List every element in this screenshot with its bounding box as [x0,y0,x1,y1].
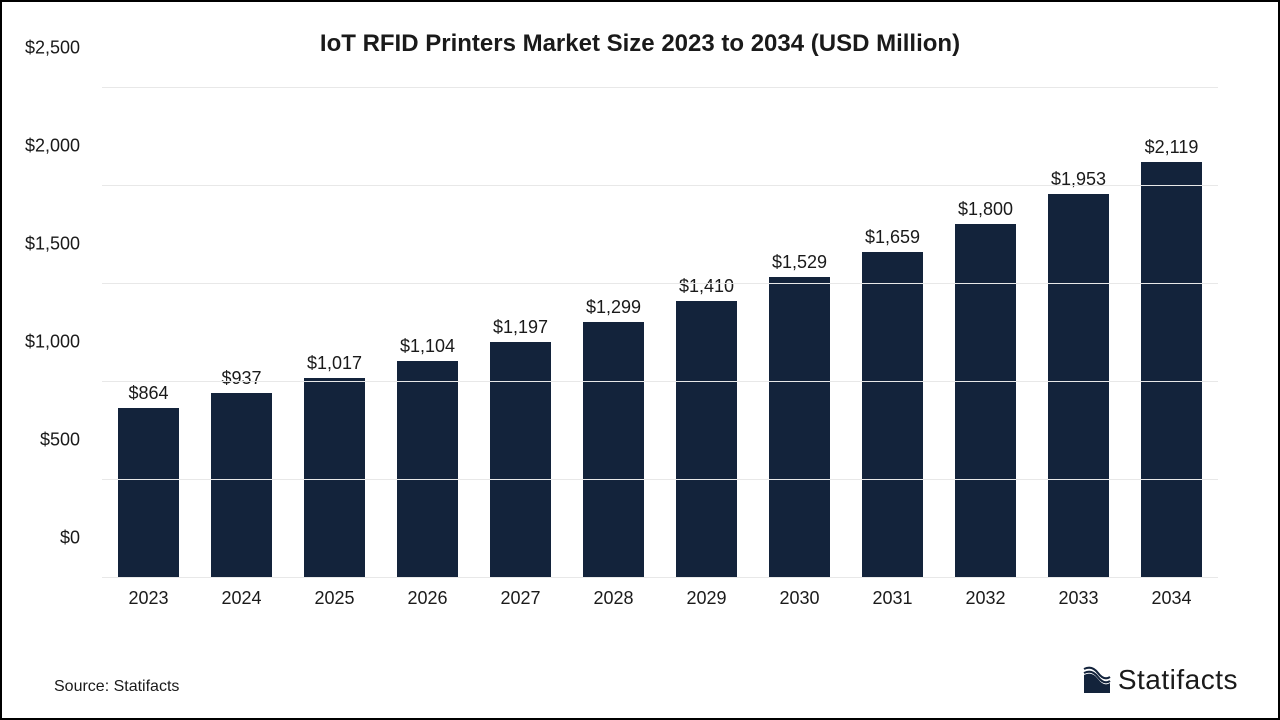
bar-value-label: $937 [221,368,261,389]
bar [118,408,179,577]
grid-line [102,577,1218,578]
bar-slot: $1,410 [660,88,753,577]
x-tick-label: 2033 [1032,578,1125,618]
chart-title: IoT RFID Printers Market Size 2023 to 20… [42,30,1238,58]
bar-slot: $1,953 [1032,88,1125,577]
grid-line [102,381,1218,382]
bar [583,322,644,577]
x-axis: 2023202420252026202720282029203020312032… [102,578,1218,618]
bar-value-label: $1,410 [679,276,734,297]
y-tick-label: $2,000 [25,136,80,157]
bar-value-label: $1,659 [865,227,920,248]
x-tick-label: 2030 [753,578,846,618]
bar-value-label: $1,104 [400,336,455,357]
y-tick-label: $1,000 [25,332,80,353]
bar [490,342,551,577]
bar-value-label: $864 [128,383,168,404]
y-tick-label: $500 [40,430,80,451]
bar-slot: $1,659 [846,88,939,577]
x-tick-label: 2032 [939,578,1032,618]
bar [769,277,830,577]
bar-value-label: $2,119 [1145,137,1199,158]
bar-slot: $864 [102,88,195,577]
bar-slot: $1,104 [381,88,474,577]
grid-line [102,283,1218,284]
bar [211,393,272,577]
bar [676,301,737,577]
bar-slot: $1,800 [939,88,1032,577]
y-tick-label: $0 [60,528,80,549]
bars-row: $864 $937 $1,017 $1,104 $1,197 $1,299 $1,410 $1… [102,88,1218,578]
bar-slot: $2,119 [1125,88,1218,577]
grid-line [102,87,1218,88]
x-tick-label: 2023 [102,578,195,618]
bar [862,252,923,577]
x-tick-label: 2026 [381,578,474,618]
bar [304,378,365,577]
x-tick-label: 2029 [660,578,753,618]
bar [1141,162,1202,577]
bar-value-label: $1,017 [307,353,362,374]
bar-value-label: $1,197 [493,317,548,338]
source-text: Source: Statifacts [54,678,179,696]
y-tick-label: $2,500 [25,38,80,59]
x-tick-label: 2034 [1125,578,1218,618]
x-tick-label: 2028 [567,578,660,618]
brand-logo: Statifacts [1082,664,1238,696]
bar-slot: $1,197 [474,88,567,577]
grid-line [102,479,1218,480]
bar-value-label: $1,953 [1051,169,1106,190]
bar-slot: $1,017 [288,88,381,577]
bar-value-label: $1,529 [772,252,827,273]
x-tick-label: 2024 [195,578,288,618]
bar [1048,194,1109,577]
chart-container: IoT RFID Printers Market Size 2023 to 20… [2,2,1278,718]
x-tick-label: 2031 [846,578,939,618]
bar-slot: $1,529 [753,88,846,577]
y-tick-label: $1,500 [25,234,80,255]
grid-line [102,185,1218,186]
brand-name: Statifacts [1118,664,1238,696]
bar-value-label: $1,299 [586,297,641,318]
bar-slot: $1,299 [567,88,660,577]
brand-mark-icon [1082,665,1112,695]
footer: Source: Statifacts Statifacts [54,664,1238,696]
plot-area: $0$500$1,000$1,500$2,000$2,500 $864$937$… [102,88,1218,618]
x-tick-label: 2025 [288,578,381,618]
bar-value-label: $1,800 [958,199,1013,220]
bar-slot: $937 [195,88,288,577]
bar [397,361,458,577]
x-tick-label: 2027 [474,578,567,618]
bar [955,224,1016,577]
